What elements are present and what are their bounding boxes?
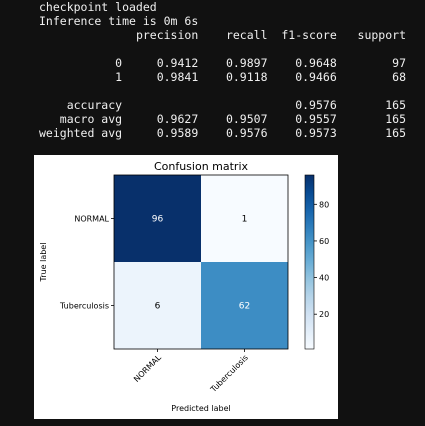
heatmap-cell — [201, 262, 288, 349]
report-spacer — [39, 28, 122, 42]
report-recall: 0.9507 — [198, 112, 268, 126]
report-summary-row: macro avg 0.9627 0.9507 0.9557 165 — [39, 112, 406, 126]
report-recall — [198, 98, 267, 112]
confusion-matrix-figure: Confusion matrix 96 1 6 62 NORMAL Tuberculosis… — [34, 155, 338, 419]
colorbar-tick-label: 40 — [319, 274, 329, 283]
heatmap-cell — [114, 262, 201, 349]
chart-title: Confusion matrix — [154, 160, 249, 173]
report-precision: 0.9841 — [122, 70, 199, 84]
heatmap-cell — [201, 175, 288, 262]
report-support: 97 — [336, 56, 407, 70]
log-line: Inference time is 0m 6s — [39, 14, 199, 28]
report-recall: 0.9118 — [198, 70, 268, 84]
report-column-header: recall — [198, 28, 268, 42]
report-precision — [122, 98, 198, 112]
report-column-header: f1-score — [267, 28, 337, 42]
colorbar-tick-label: 80 — [319, 200, 329, 209]
report-recall: 0.9576 — [198, 126, 268, 140]
colorbar-tick-label: 20 — [319, 310, 329, 319]
report-row-label: accuracy — [39, 98, 123, 112]
cell-value: 6 — [155, 302, 161, 312]
report-row-label: 1 — [39, 70, 123, 84]
report-support: 165 — [336, 98, 407, 112]
report-row: 1 0.9841 0.9118 0.9466 68 — [39, 70, 406, 84]
plot-frame — [113, 174, 289, 350]
confusion-matrix-chart: Confusion matrix 96 1 6 62 NORMAL Tuberculosis… — [39, 160, 329, 413]
report-column-header: precision — [122, 28, 199, 42]
x-tick-label: Tuberculosis — [208, 353, 250, 395]
report-f1: 0.9573 — [267, 126, 337, 140]
report-header-row: precision recall f1-score support — [39, 28, 406, 42]
report-support: 165 — [336, 126, 407, 140]
report-support: 165 — [336, 112, 407, 126]
report-row-label: macro avg — [39, 112, 123, 126]
report-column-header: support — [336, 28, 407, 42]
report-f1: 0.9557 — [267, 112, 337, 126]
heatmap-cell — [114, 175, 201, 262]
report-precision: 0.9589 — [122, 126, 199, 140]
report-row-label: weighted avg — [39, 126, 123, 140]
x-axis-label: Predicted label — [171, 404, 230, 413]
classification-report: precision recall f1-score support 0 0.94… — [39, 28, 406, 140]
cell-value: 96 — [152, 215, 164, 225]
report-f1: 0.9466 — [267, 70, 337, 84]
report-f1: 0.9576 — [267, 98, 337, 112]
console-output: checkpoint loaded Inference time is 0m 6… — [39, 0, 406, 140]
colorbar — [304, 174, 315, 350]
report-row: 0 0.9412 0.9897 0.9648 97 — [39, 56, 406, 70]
report-row-label: 0 — [39, 56, 123, 70]
cell-value: 1 — [242, 215, 248, 225]
report-f1: 0.9648 — [267, 56, 337, 70]
y-axis-label: True label — [39, 243, 48, 283]
report-support: 68 — [336, 70, 407, 84]
report-summary-row: accuracy 0.9576 165 — [39, 98, 406, 112]
x-tick-label: NORMAL — [132, 353, 163, 384]
cell-value: 62 — [239, 302, 250, 312]
y-tick-label: Tuberculosis — [59, 302, 109, 311]
y-tick-label: NORMAL — [74, 215, 109, 224]
report-recall: 0.9897 — [198, 56, 268, 70]
report-summary-row: weighted avg 0.9589 0.9576 0.9573 165 — [39, 126, 406, 140]
colorbar-tick-label: 60 — [319, 237, 329, 246]
report-precision: 0.9412 — [122, 56, 199, 70]
log-line: checkpoint loaded — [39, 0, 157, 14]
report-precision: 0.9627 — [122, 112, 199, 126]
